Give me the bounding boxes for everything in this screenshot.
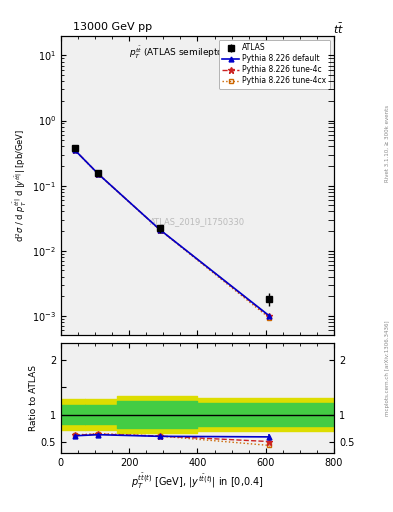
Pythia 8.226 tune-4cx [158,227,162,233]
Pythia 8.226 tune-4c [158,227,162,233]
Y-axis label: d$^2\sigma$ / d $p^{t\bar{t}|}_{T}$ d $|y^{t\bar{t}|}|$ [pb/GeV]: d$^2\sigma$ / d $p^{t\bar{t}|}_{T}$ d $|… [12,129,29,242]
X-axis label: $p^{t\bar{t}(t)}_{T}$ [GeV], $|y^{t\bar{t}(t)}|$ in [0,0.4]: $p^{t\bar{t}(t)}_{T}$ [GeV], $|y^{t\bar{… [131,472,264,492]
Pythia 8.226 tune-4c [96,171,101,177]
Line: Pythia 8.226 tune-4c: Pythia 8.226 tune-4c [72,146,272,319]
Pythia 8.226 default [72,147,77,153]
Legend: ATLAS, Pythia 8.226 default, Pythia 8.226 tune-4c, Pythia 8.226 tune-4cx: ATLAS, Pythia 8.226 default, Pythia 8.22… [219,39,330,89]
Text: mcplots.cern.ch [arXiv:1306.3436]: mcplots.cern.ch [arXiv:1306.3436] [385,321,389,416]
Pythia 8.226 default [96,171,101,177]
Y-axis label: Ratio to ATLAS: Ratio to ATLAS [29,365,38,431]
Pythia 8.226 tune-4cx [72,147,77,153]
Text: $t\bar{t}$: $t\bar{t}$ [333,22,344,36]
Pythia 8.226 tune-4c [267,313,272,319]
Text: ATLAS_2019_I1750330: ATLAS_2019_I1750330 [150,217,245,226]
Text: 13000 GeV pp: 13000 GeV pp [73,22,152,32]
Pythia 8.226 default [158,227,162,233]
Text: $p_T^{t\bar{t}}$ (ATLAS semileptonic ttbar): $p_T^{t\bar{t}}$ (ATLAS semileptonic ttb… [129,45,266,61]
Pythia 8.226 tune-4cx [267,315,272,321]
Pythia 8.226 tune-4cx [96,171,101,177]
Pythia 8.226 tune-4c [72,147,77,153]
Line: Pythia 8.226 default: Pythia 8.226 default [72,147,272,318]
Line: Pythia 8.226 tune-4cx: Pythia 8.226 tune-4cx [72,147,272,320]
Pythia 8.226 default [267,313,272,319]
Text: Rivet 3.1.10, ≥ 300k events: Rivet 3.1.10, ≥ 300k events [385,105,389,182]
